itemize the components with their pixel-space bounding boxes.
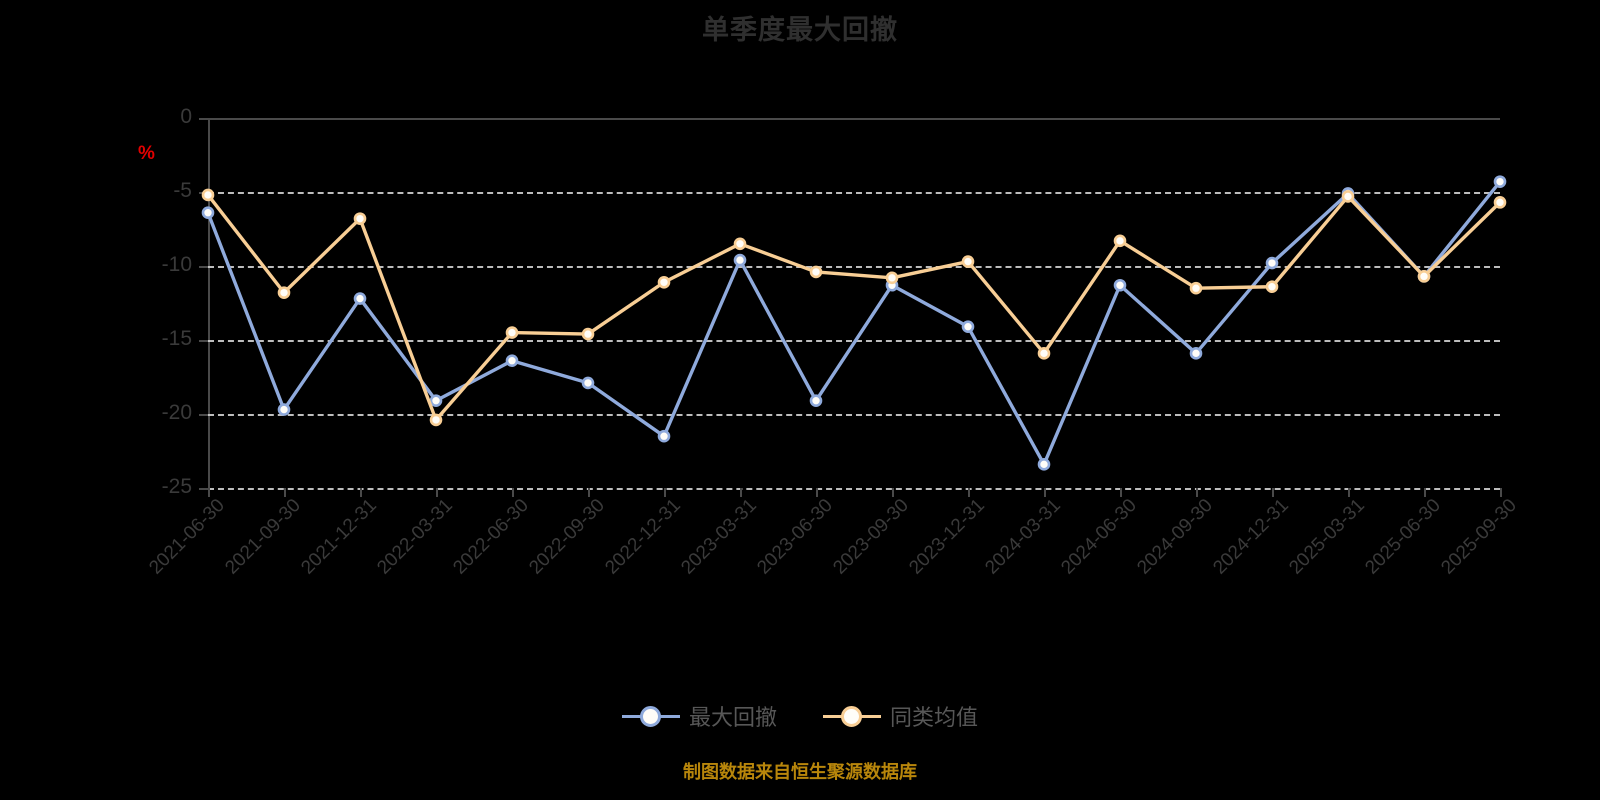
x-axis-tick-mark [1196,488,1198,497]
y-axis-tick-label: -20 [161,401,192,424]
y-axis-tick-label: 0 [180,105,192,128]
x-axis-tick-label: 2024-06-30 [1057,495,1141,579]
y-axis-line [208,118,210,488]
x-axis-tick-mark [360,488,362,497]
x-axis-tick-label: 2024-12-31 [1209,495,1293,579]
gridline [208,118,1500,120]
legend-swatch-drawdown [621,705,680,727]
y-axis-tick-label: -5 [173,179,192,202]
x-axis-tick-label: 2024-03-31 [981,495,1065,579]
x-axis-tick-mark [588,488,590,497]
y-axis-tick-mark [199,488,208,490]
x-axis-tick-mark [208,488,210,497]
y-axis-tick-mark [199,414,208,416]
x-axis-tick-label: 2021-06-30 [145,495,229,579]
x-axis-tick-label: 2022-09-30 [525,495,609,579]
x-axis-tick-label: 2025-06-30 [1361,495,1445,579]
x-axis-tick-label: 2023-12-31 [905,495,989,579]
gridline [208,340,1500,342]
gridline [208,488,1500,490]
x-axis-tick-mark [892,488,894,497]
page-title: 单季度最大回撤 [702,15,898,45]
y-axis-tick-label: -10 [161,253,192,276]
legend-item-drawdown[interactable]: 最大回撤 [621,700,777,732]
x-axis-tick-mark [968,488,970,497]
x-axis-tick-mark [664,488,666,497]
plot-area [208,118,1500,488]
legend-item-peer-average[interactable]: 同类均值 [823,700,978,732]
x-axis-tick-label: 2022-03-31 [373,495,457,579]
gridline [208,266,1500,268]
x-axis-tick-mark [816,488,818,497]
y-axis-tick-mark [199,118,208,120]
x-axis-tick-mark [1500,488,1502,497]
y-axis-tick-mark [199,192,208,194]
x-axis-tick-label: 2023-03-31 [677,495,761,579]
x-axis-tick-mark [1044,488,1046,497]
x-axis-tick-label: 2023-06-30 [753,495,837,579]
x-axis-tick-mark [436,488,438,497]
y-axis-tick-label: -25 [161,475,192,498]
x-axis-tick-mark [740,488,742,497]
x-axis-tick-label: 2025-09-30 [1437,495,1521,579]
gridline [208,414,1500,416]
x-axis-tick-label: 2023-09-30 [829,495,913,579]
legend-swatch-peer-average [823,705,881,727]
x-axis-tick-mark [1424,488,1426,497]
x-axis-tick-label: 2025-03-31 [1285,495,1369,579]
x-axis-tick-mark [284,488,286,497]
data-source-note: 制图数据来自恒生聚源数据库 [683,762,917,782]
x-axis-tick-mark [1272,488,1274,497]
x-axis-tick-mark [1348,488,1350,497]
x-axis-tick-label: 2024-09-30 [1133,495,1217,579]
y-axis-unit-label: % [138,143,155,164]
x-axis-tick-label: 2021-12-31 [297,495,381,579]
legend-label-drawdown: 最大回撤 [688,705,777,730]
y-axis-tick-mark [199,266,208,268]
chart-legend: 最大回撤 同类均值 [0,700,1600,732]
x-axis-tick-mark [1120,488,1122,497]
legend-label-peer-average: 同类均值 [890,705,979,730]
x-axis-tick-mark [512,488,514,497]
gridline [208,192,1500,194]
x-axis-tick-label: 2021-09-30 [221,495,305,579]
x-axis-tick-label: 2022-12-31 [601,495,685,579]
y-axis-tick-label: -15 [161,327,192,350]
y-axis-tick-mark [199,340,208,342]
x-axis-tick-label: 2022-06-30 [449,495,533,579]
